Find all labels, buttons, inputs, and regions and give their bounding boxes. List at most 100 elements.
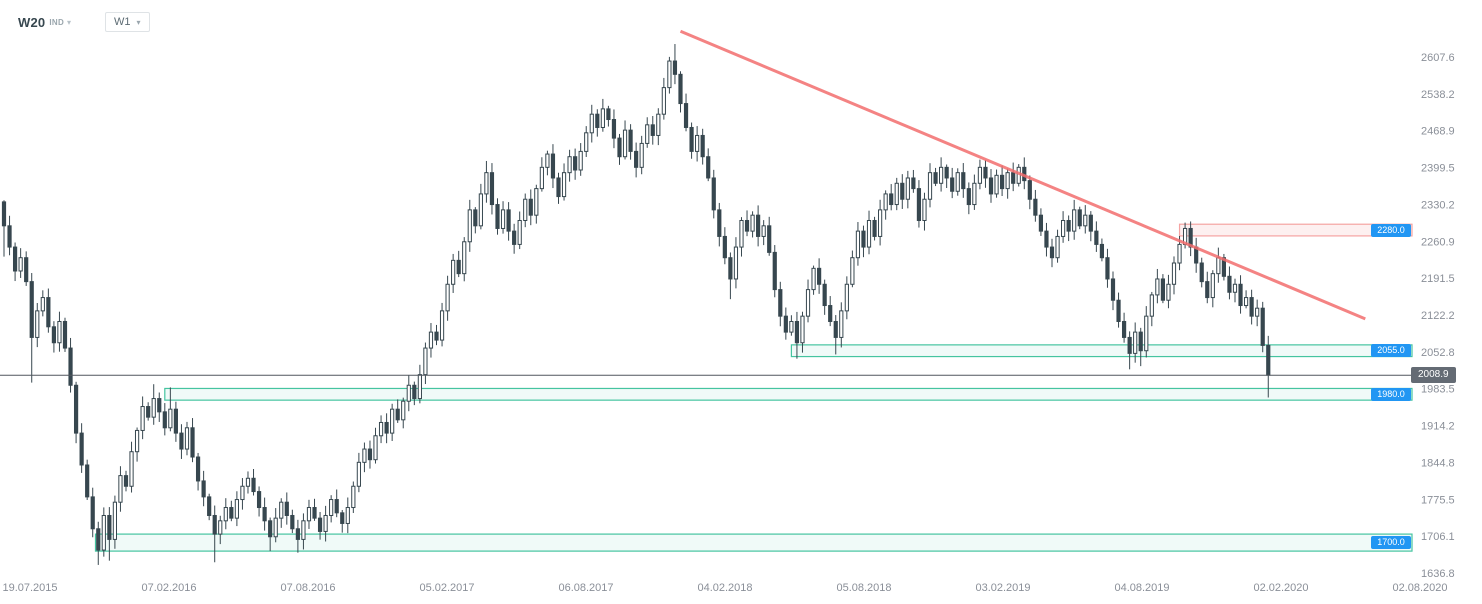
candle [700, 128, 705, 165]
y-axis-tick-label: 1706.1 [1421, 531, 1455, 543]
candle [46, 288, 51, 333]
candle [634, 142, 639, 178]
candle [1000, 165, 1005, 197]
price-zone-rect[interactable] [790, 344, 1413, 358]
candle [1005, 168, 1010, 199]
candle [1044, 222, 1049, 257]
candle [473, 207, 478, 234]
candle [256, 486, 262, 517]
candle [1066, 215, 1071, 242]
candle [866, 210, 872, 255]
candle [528, 189, 533, 226]
candle [661, 77, 666, 120]
candle [146, 402, 151, 421]
instrument-type-label: IND [49, 17, 65, 27]
candle [218, 515, 223, 545]
chevron-down-icon: ▾ [136, 17, 141, 27]
candle [85, 459, 90, 500]
candle [134, 427, 140, 462]
candle [988, 169, 994, 203]
candle [1232, 278, 1238, 303]
candle [306, 499, 312, 529]
candle [1110, 271, 1116, 311]
candle [595, 109, 600, 137]
candle [445, 275, 450, 321]
candle [1194, 237, 1199, 273]
zone-price-badge[interactable]: 1700.0 [1371, 536, 1411, 550]
candle [500, 201, 506, 234]
candle [1022, 157, 1027, 190]
candle [506, 202, 511, 241]
candle [689, 122, 694, 159]
candle [1133, 322, 1138, 363]
zone-price-badge[interactable]: 2055.0 [1371, 344, 1411, 358]
candle [512, 223, 517, 254]
candle [811, 265, 816, 295]
y-axis-tick-label: 2607.6 [1421, 52, 1455, 64]
candle [728, 252, 733, 300]
trendline[interactable] [679, 29, 1366, 321]
candle [534, 184, 539, 224]
candle [717, 202, 722, 247]
timeframe-select[interactable]: W1 ▾ [105, 12, 150, 32]
candle [290, 509, 295, 534]
candle [578, 143, 583, 176]
candle [678, 71, 683, 113]
candle [1116, 292, 1121, 328]
candle [1094, 221, 1099, 252]
candle [456, 250, 461, 278]
candle [977, 159, 983, 190]
candle [1238, 275, 1243, 314]
candle [950, 167, 955, 199]
y-axis-tick-label: 2330.2 [1421, 199, 1455, 211]
candle [850, 250, 855, 288]
candle [933, 167, 938, 187]
candle [295, 519, 300, 553]
price-zone-rect[interactable] [1178, 223, 1413, 237]
candle [345, 497, 350, 534]
candle [495, 198, 500, 235]
candle [584, 126, 589, 157]
y-axis-tick-label: 2538.2 [1421, 89, 1455, 101]
candle [428, 323, 434, 358]
candle [29, 273, 34, 383]
candle [1127, 331, 1132, 370]
candle [672, 44, 678, 85]
symbol-dropdown-icon[interactable]: ▾ [67, 17, 72, 27]
candle [750, 211, 755, 238]
y-axis-tick-label: 1844.8 [1421, 457, 1455, 469]
candle [1, 200, 7, 257]
candle [268, 517, 273, 552]
candle [251, 468, 256, 496]
candle [1144, 306, 1149, 358]
candle [140, 396, 145, 440]
candle [212, 505, 217, 563]
y-axis-tick-label: 2260.9 [1421, 236, 1455, 248]
candle [523, 193, 528, 228]
candle [1171, 256, 1177, 295]
y-axis-tick-label: 1983.5 [1421, 384, 1455, 396]
candle [800, 311, 805, 353]
candle [417, 364, 422, 404]
candle [733, 237, 739, 289]
candle [334, 489, 339, 518]
candle [96, 521, 101, 565]
candle [373, 427, 378, 464]
candle [179, 424, 184, 459]
candle [761, 220, 766, 246]
candle [184, 421, 190, 456]
candle [1038, 208, 1044, 236]
candle [561, 163, 567, 201]
timeframe-value: W1 [114, 16, 131, 28]
candle [312, 498, 317, 521]
candle [744, 210, 750, 237]
price-zone-rect[interactable] [94, 533, 1413, 552]
candle [245, 471, 251, 494]
price-zone-rect[interactable] [164, 387, 1413, 401]
candle [955, 168, 960, 196]
zone-price-badge[interactable]: 1980.0 [1371, 387, 1411, 401]
zone-price-badge[interactable]: 2280.0 [1371, 223, 1411, 237]
candle [484, 160, 489, 203]
candle [833, 315, 838, 355]
